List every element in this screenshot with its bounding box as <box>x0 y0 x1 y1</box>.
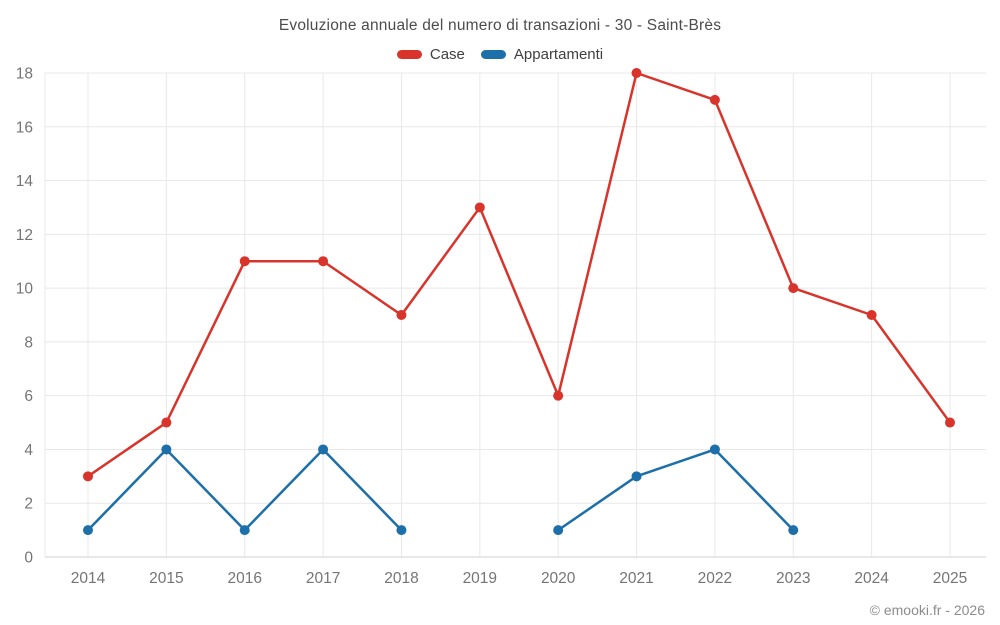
x-tick-label: 2021 <box>619 570 653 587</box>
data-point-case[interactable] <box>239 256 250 267</box>
data-point-appartamenti[interactable] <box>631 471 642 482</box>
data-point-appartamenti[interactable] <box>318 444 329 455</box>
y-tick-label: 16 <box>16 119 33 136</box>
data-point-case[interactable] <box>474 202 485 213</box>
copyright-text: © emooki.fr - 2026 <box>869 602 985 618</box>
data-point-appartamenti[interactable] <box>396 525 407 536</box>
data-point-appartamenti[interactable] <box>83 525 93 536</box>
data-point-appartamenti[interactable] <box>709 444 720 455</box>
y-tick-label: 8 <box>24 334 33 351</box>
data-point-appartamenti[interactable] <box>788 525 799 536</box>
x-tick-label: 2016 <box>227 570 261 587</box>
x-tick-label: 2020 <box>541 570 576 587</box>
data-point-appartamenti[interactable] <box>239 525 250 536</box>
data-point-case[interactable] <box>161 417 172 428</box>
series-line-appartamenti <box>556 448 795 532</box>
y-tick-label: 4 <box>24 442 33 459</box>
legend-label-case: Case <box>429 46 465 63</box>
data-point-case[interactable] <box>396 310 407 320</box>
legend-swatch-case-icon <box>396 50 422 59</box>
y-tick-label: 2 <box>24 496 33 513</box>
data-point-appartamenti[interactable] <box>553 525 564 536</box>
y-tick-label: 18 <box>16 66 33 83</box>
legend-swatch-appartamenti-icon <box>480 50 506 59</box>
x-tick-label: 2024 <box>854 570 889 587</box>
x-tick-label: 2017 <box>306 570 340 587</box>
y-tick-label: 0 <box>24 550 33 567</box>
x-tick-label: 2023 <box>776 570 810 587</box>
data-point-case[interactable] <box>945 417 955 428</box>
legend-item-appartamenti[interactable]: Appartamenti <box>480 46 604 63</box>
series-line-case <box>86 71 952 478</box>
data-point-case[interactable] <box>709 94 720 105</box>
y-tick-label: 10 <box>16 281 34 298</box>
data-point-case[interactable] <box>788 283 799 294</box>
data-point-case[interactable] <box>83 471 93 482</box>
legend: Case Appartamenti <box>0 46 1000 63</box>
x-tick-label: 2025 <box>933 570 967 587</box>
legend-item-case[interactable]: Case <box>396 46 465 63</box>
data-point-case[interactable] <box>318 256 329 267</box>
y-tick-label: 12 <box>16 227 33 244</box>
chart-title: Evoluzione annuale del numero di transaz… <box>278 17 722 34</box>
x-tick-label: 2019 <box>463 570 497 587</box>
legend-label-appartamenti: Appartamenti <box>513 46 604 63</box>
x-tick-label: 2015 <box>149 570 183 587</box>
x-tick-label: 2022 <box>698 570 732 587</box>
data-point-case[interactable] <box>631 68 642 78</box>
y-tick-label: 14 <box>16 173 34 190</box>
data-point-appartamenti[interactable] <box>161 444 172 455</box>
data-point-case[interactable] <box>553 390 564 401</box>
y-tick-label: 6 <box>24 388 33 405</box>
data-point-case[interactable] <box>866 310 877 320</box>
x-tick-label: 2014 <box>71 570 106 587</box>
x-tick-label: 2018 <box>384 570 418 587</box>
